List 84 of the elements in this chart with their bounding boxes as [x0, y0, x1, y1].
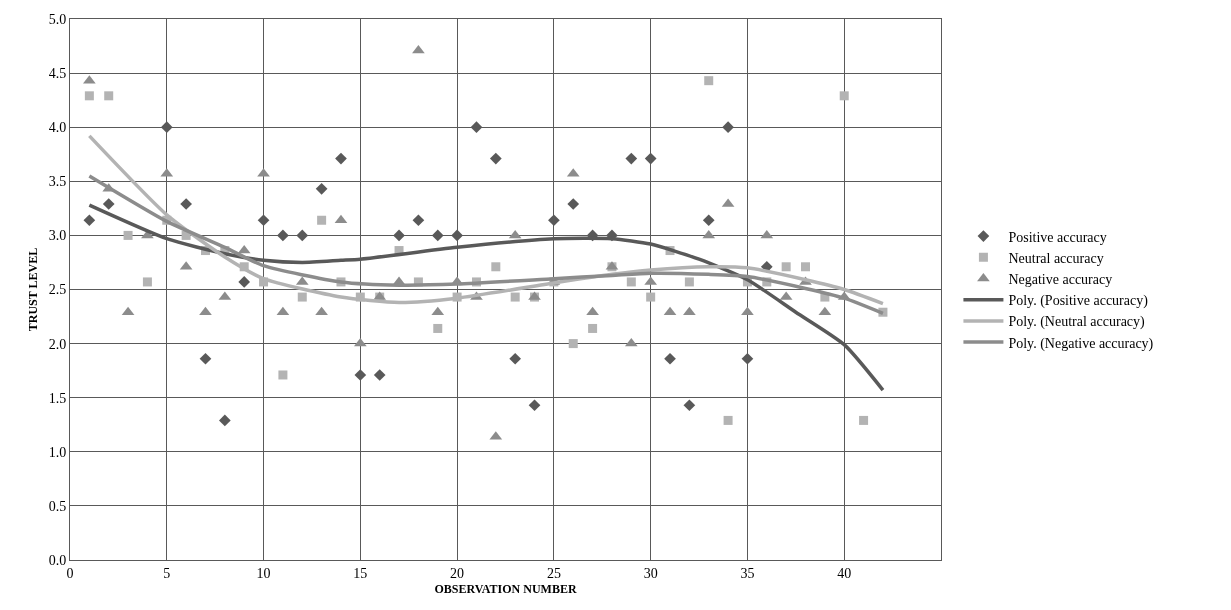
y-tick-label: 4.5	[48, 66, 67, 81]
point	[83, 214, 96, 227]
point	[489, 152, 502, 165]
y-tick-label: 3.0	[48, 228, 67, 244]
point	[160, 121, 173, 134]
point	[702, 229, 716, 239]
point	[393, 229, 405, 242]
y-tick-label: 0.5	[48, 498, 67, 514]
x-tick-label: 30	[643, 565, 658, 581]
point	[491, 262, 501, 272]
legend-label: Neutral accuracy	[1008, 250, 1104, 266]
point	[723, 415, 733, 425]
point	[470, 121, 483, 134]
point	[625, 152, 638, 165]
x-tick-label: 25	[546, 565, 561, 581]
point	[568, 339, 578, 349]
point	[781, 262, 791, 272]
point	[644, 152, 657, 165]
point	[315, 183, 328, 195]
point	[859, 415, 869, 425]
y-tick-label: 4.0	[48, 120, 67, 136]
y-tick-label: 2.0	[48, 336, 67, 352]
point	[646, 292, 656, 302]
x-tick-label: 15	[353, 565, 368, 581]
x-tick-label: 20	[450, 565, 465, 581]
point	[508, 229, 522, 239]
point	[741, 352, 754, 365]
point	[297, 292, 307, 302]
point	[412, 44, 425, 54]
y-tick-label: 2.5	[48, 282, 67, 298]
point	[431, 229, 444, 242]
point	[664, 352, 676, 365]
legend-label: Poly. (Negative accuracy)	[1008, 335, 1154, 352]
point	[296, 229, 309, 242]
point	[722, 121, 734, 134]
point	[238, 276, 251, 288]
point	[510, 292, 520, 302]
point	[684, 277, 694, 287]
x-tick-label: 40	[837, 565, 852, 581]
point	[104, 91, 114, 101]
point	[277, 229, 289, 242]
x-tick-label: 35	[740, 565, 755, 581]
legend-label: Negative accuracy	[1008, 271, 1113, 287]
point	[218, 414, 231, 427]
point	[102, 198, 115, 210]
point	[626, 277, 636, 287]
point	[335, 152, 347, 165]
legend-label: Positive accuracy	[1008, 229, 1107, 245]
point	[412, 214, 425, 227]
point	[257, 214, 270, 227]
point	[704, 76, 714, 86]
x-tick-label: 10	[256, 565, 271, 581]
y-tick-label: 1.5	[48, 390, 67, 406]
point	[123, 230, 133, 240]
line-series	[87, 134, 885, 306]
point	[433, 323, 443, 333]
point	[567, 198, 580, 210]
point	[509, 352, 522, 365]
y-tick-label: 1.0	[48, 444, 67, 460]
point	[683, 399, 696, 412]
point	[702, 214, 715, 227]
point	[588, 323, 598, 333]
point	[354, 369, 367, 381]
point	[451, 229, 463, 242]
point	[84, 91, 94, 101]
x-tick-label: 0	[66, 565, 74, 581]
point	[801, 262, 811, 272]
y-tick-label: 3.5	[48, 174, 67, 190]
y-tick-label: 0.0	[48, 552, 67, 568]
point	[528, 399, 541, 412]
legend-label: Poly. (Neutral accuracy)	[1008, 314, 1146, 331]
point	[760, 229, 774, 239]
point	[548, 214, 560, 227]
point	[373, 369, 386, 381]
point	[278, 370, 288, 380]
y-tick-label: 5.0	[48, 11, 67, 27]
x-axis-title: OBSERVATION NUMBER	[434, 581, 577, 596]
point	[142, 277, 152, 287]
legend-label: Poly. (Positive accuracy)	[1008, 293, 1149, 310]
y-axis-title: TRUST LEVEL	[26, 247, 40, 332]
point	[317, 215, 327, 225]
x-tick-label: 5	[163, 565, 171, 581]
point	[839, 91, 849, 101]
point	[199, 352, 212, 365]
